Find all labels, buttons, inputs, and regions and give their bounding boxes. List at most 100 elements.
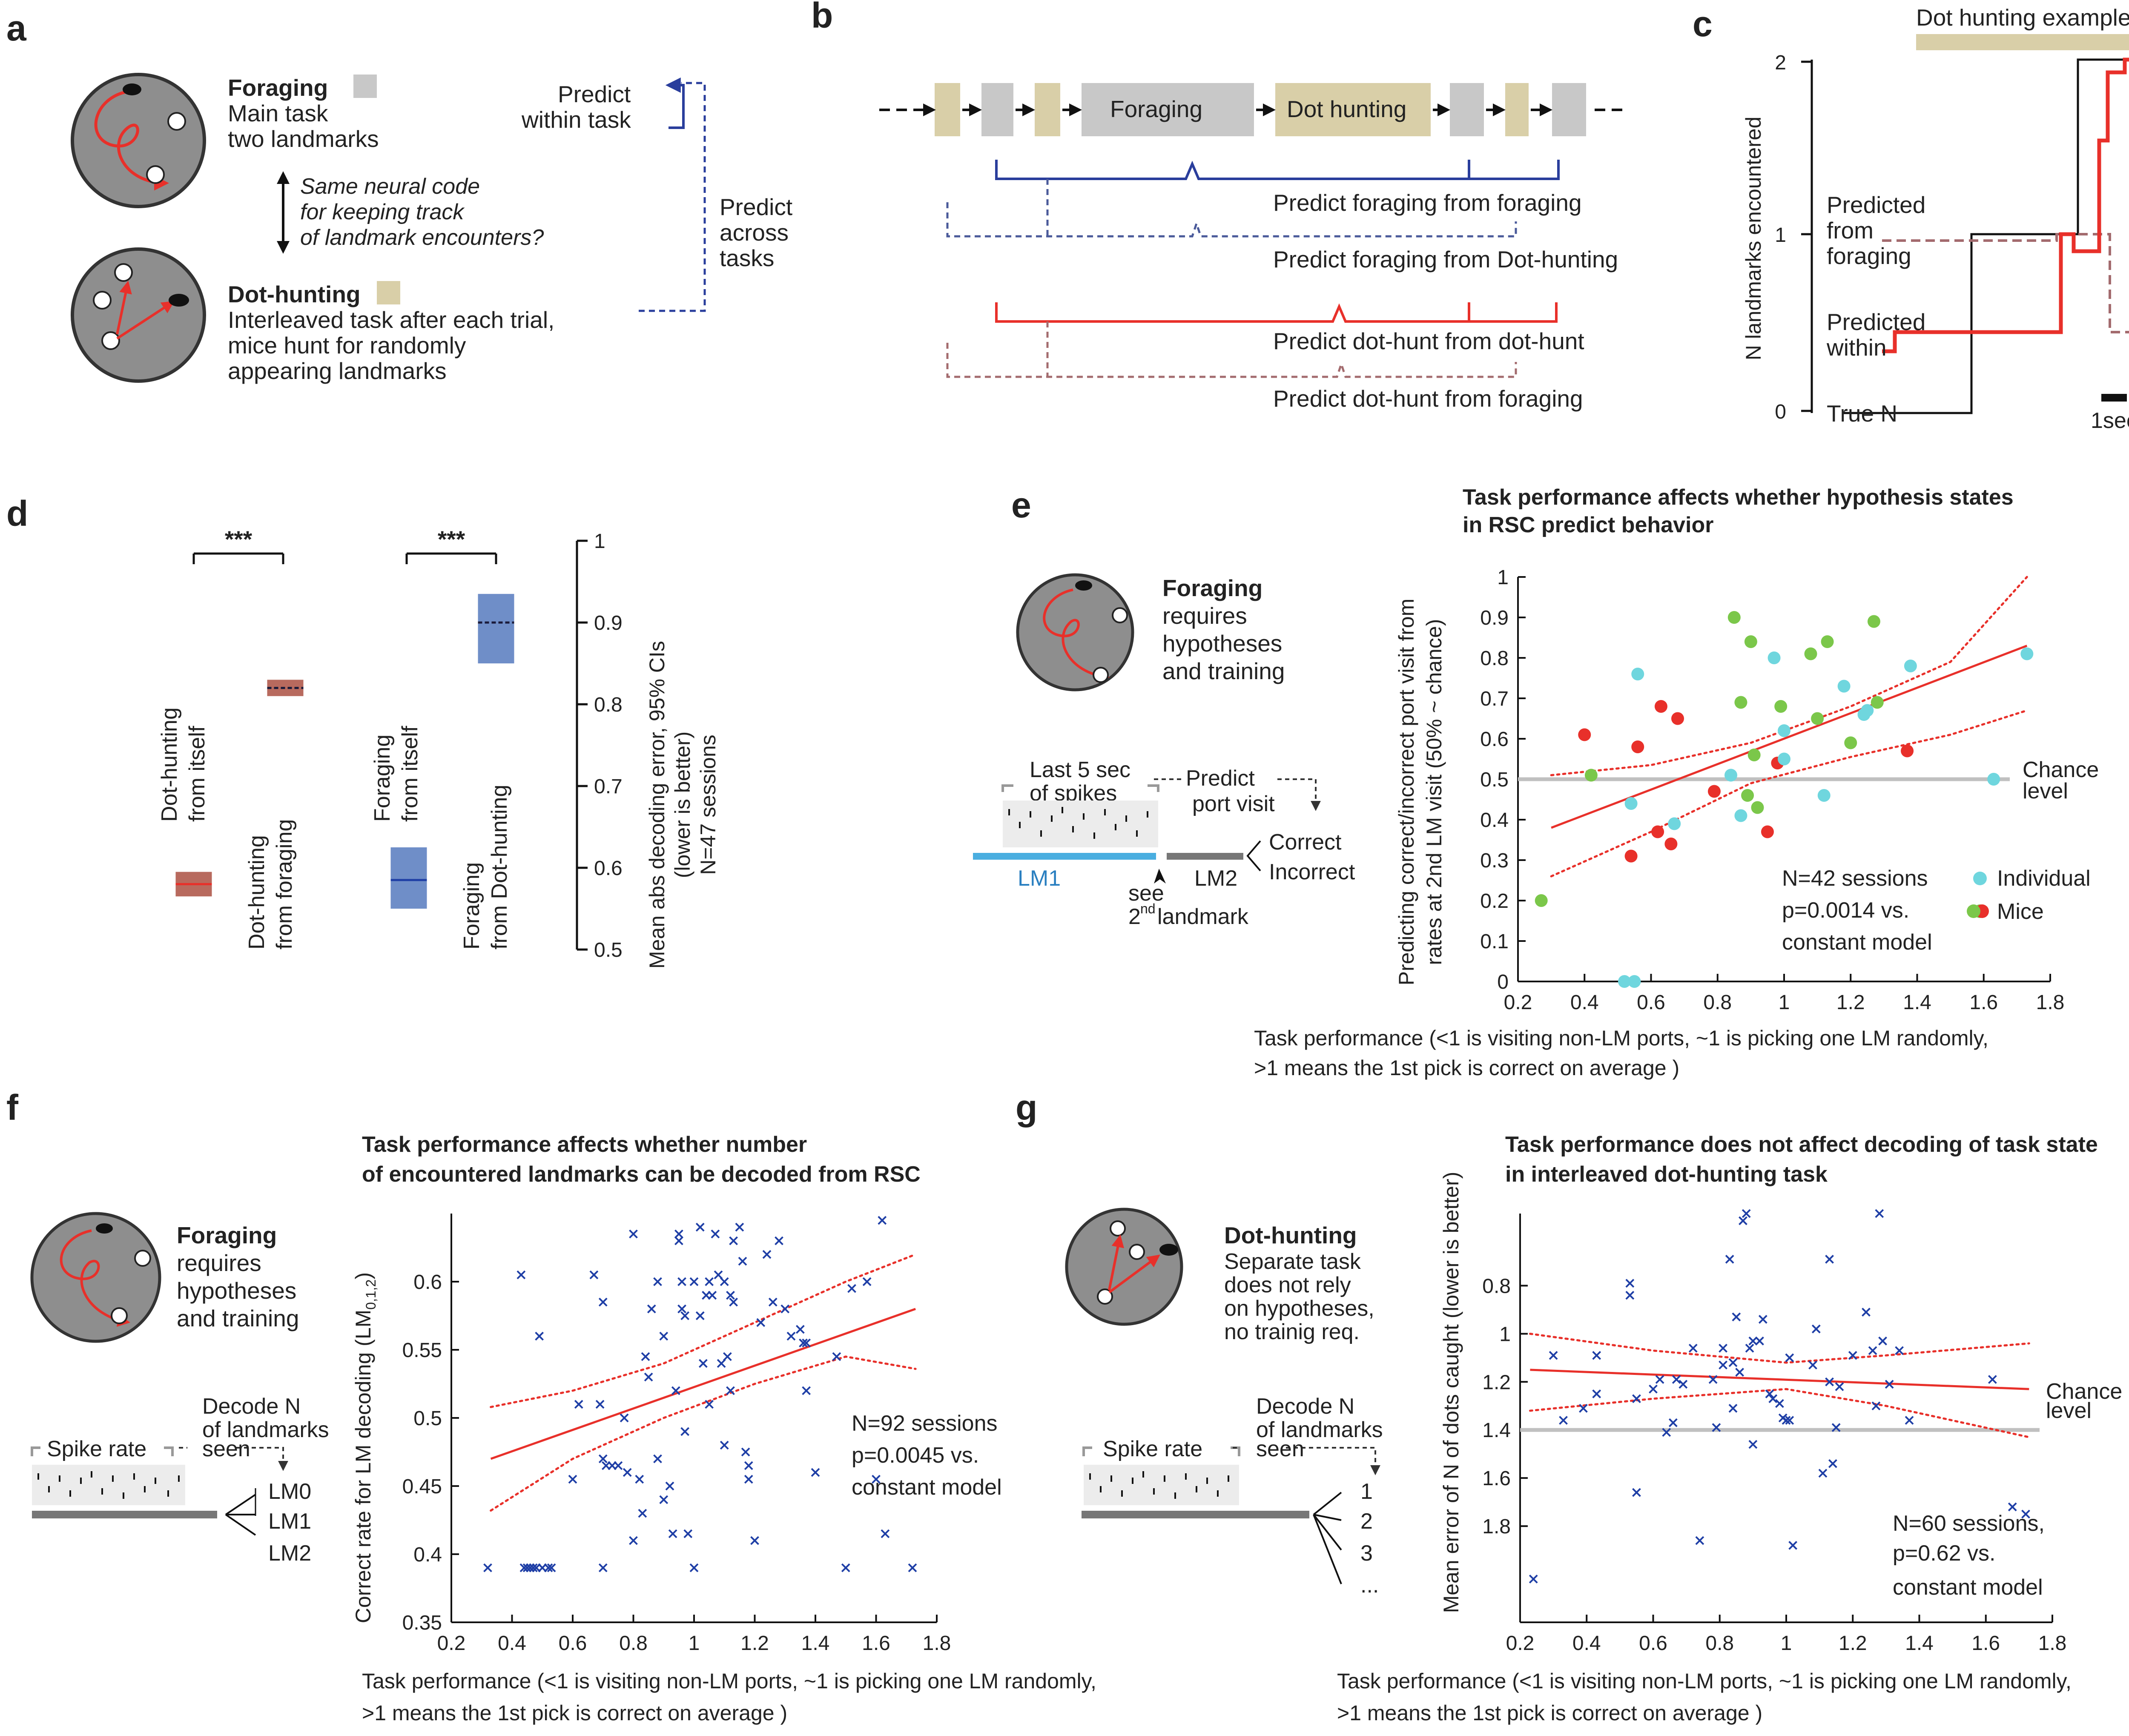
data-point — [647, 1304, 656, 1314]
x-tick-label: 1.4 — [1905, 1632, 1934, 1655]
y-tick-label: 0.5 — [413, 1407, 442, 1430]
data-point — [1785, 1353, 1794, 1363]
data-point — [629, 1229, 638, 1239]
data-point — [1688, 1343, 1698, 1353]
panel-e: e Task performance affects whether hypot… — [973, 485, 2099, 1080]
y-tick-label: 1.4 — [1482, 1419, 1511, 1442]
data-point — [705, 1400, 714, 1409]
group-label: from itself — [398, 726, 422, 822]
data-point — [811, 1468, 820, 1477]
data-point — [641, 1352, 650, 1361]
fit-line — [1530, 1369, 2029, 1390]
data-point — [1632, 1488, 1641, 1497]
data-point — [723, 1352, 732, 1361]
lm1-label: LM1 — [1018, 866, 1061, 891]
stats-line: N=42 sessions — [1782, 866, 1928, 891]
data-point — [1719, 1360, 1727, 1370]
data-point — [1618, 975, 1631, 988]
fit-line — [1551, 645, 2028, 829]
data-point — [862, 1277, 872, 1286]
y-tick-label: 0.7 — [594, 775, 623, 798]
data-point — [1735, 1368, 1745, 1377]
predict-across-bracket — [639, 82, 706, 312]
track-bar — [1082, 1511, 1309, 1518]
sig-stars: *** — [225, 526, 252, 552]
data-point — [741, 1447, 750, 1457]
stats-line: p=0.62 vs. — [1893, 1541, 1995, 1566]
label-pred-within: Predicted — [1827, 309, 1925, 335]
banner-text: Dot hunting example trial — [1916, 4, 2129, 31]
foraging-line: and training — [177, 1305, 299, 1331]
data-point — [1745, 1343, 1754, 1353]
data-point — [695, 1311, 705, 1320]
data-point — [1668, 817, 1681, 830]
data-point — [908, 1563, 917, 1572]
dot-hunting-line: no trainig req. — [1224, 1320, 1360, 1344]
data-point — [677, 1304, 686, 1314]
data-point — [1848, 1351, 1857, 1360]
data-point — [708, 1291, 717, 1300]
scale-bar — [2101, 394, 2127, 402]
data-point — [1761, 825, 1774, 838]
decode-arrow — [1233, 1447, 1375, 1473]
trace-predicted-within — [1882, 57, 2129, 353]
output-label: LM1 — [268, 1509, 311, 1534]
chart-title: Task performance affects whether hypothe… — [1463, 485, 2014, 510]
row-label: Predict foraging from foraging — [1273, 189, 1582, 216]
y-tick-label: 0.7 — [1480, 688, 1509, 710]
y-axis-label: Mean abs decoding error, 95% CIs — [645, 641, 669, 969]
data-point — [786, 1331, 796, 1341]
panel-f: f Task performance affects whether numbe… — [6, 1088, 1096, 1725]
x-axis-label: Task performance (<1 is visiting non-LM … — [1254, 1026, 1988, 1050]
data-point — [689, 1277, 699, 1286]
panel-b-label: b — [811, 0, 833, 35]
data-point — [775, 1236, 783, 1245]
y-tick-label: 0.3 — [1480, 849, 1509, 872]
data-point — [1831, 1423, 1841, 1432]
data-point — [677, 1277, 686, 1286]
data-point — [1664, 838, 1678, 850]
dot-hunting-line: Interleaved task after each trial, — [228, 307, 554, 333]
data-point — [1767, 651, 1781, 664]
arena-dot-hunting-illustration — [71, 247, 206, 383]
predict-label: port visit — [1192, 792, 1275, 816]
data-point — [1748, 1336, 1758, 1346]
predict-within-line: within task — [521, 106, 631, 133]
legend-mice-green — [1967, 904, 1980, 918]
data-point — [1875, 1209, 1884, 1218]
label-pred-foraging: Predicted — [1827, 192, 1925, 218]
data-point — [1724, 769, 1737, 782]
foraging-title: Foraging — [228, 75, 328, 101]
stats-line: constant model — [1893, 1575, 2043, 1600]
data-point — [1751, 801, 1764, 814]
x-tick-label: 0.6 — [1639, 1632, 1667, 1655]
data-point — [1625, 1279, 1635, 1288]
x-tick-label: 0.4 — [1570, 991, 1599, 1014]
data-point — [1821, 635, 1834, 648]
chart-title: of encountered landmarks can be decoded … — [362, 1162, 921, 1187]
correct-incorrect-branch — [1246, 840, 1261, 872]
ci-box — [478, 594, 514, 663]
data-point — [1654, 700, 1667, 713]
y-tick-label: 0.6 — [594, 857, 623, 880]
data-point — [1868, 1346, 1877, 1355]
data-point — [768, 1297, 778, 1307]
lm2-bar — [1167, 853, 1243, 860]
bracket-dot-foraging — [946, 343, 1517, 378]
data-point — [1758, 1315, 1767, 1324]
x-tick-label: 1.8 — [2036, 991, 2065, 1014]
x-axis-label: >1 means the 1st pick is correct on aver… — [1254, 1056, 1679, 1080]
arena-dot-hunting-illustration — [1065, 1208, 1183, 1326]
y-tick-label: 0.5 — [1480, 769, 1509, 791]
y-tick-label: 1 — [1499, 1323, 1511, 1346]
data-point — [1825, 1254, 1834, 1264]
y-tick-label: 0.45 — [402, 1475, 442, 1498]
x-tick-label: 0.2 — [1506, 1632, 1535, 1655]
data-point — [1578, 728, 1591, 741]
dot-hunting-swatch — [377, 281, 400, 304]
chance-label: level — [2023, 779, 2068, 803]
data-point — [528, 1563, 538, 1572]
data-point — [705, 1277, 714, 1286]
y-axis-label: (lower is better) — [671, 732, 694, 878]
spike-rate-label: Spike rate — [47, 1437, 146, 1461]
